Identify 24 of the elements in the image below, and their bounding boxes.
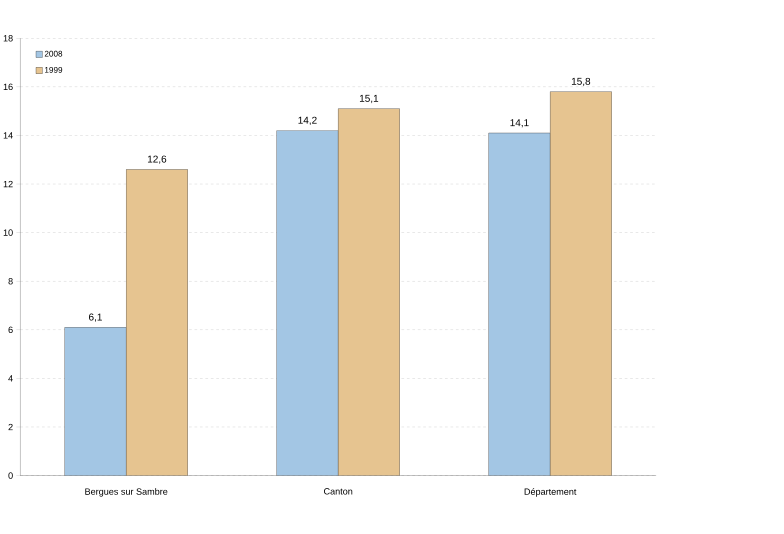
legend-label: 2008 bbox=[44, 50, 62, 57]
data-label: 14,1 bbox=[510, 119, 529, 128]
data-label: 14,2 bbox=[298, 116, 317, 125]
y-tick-label: 8 bbox=[8, 278, 13, 284]
y-tick-label: 10 bbox=[4, 229, 13, 236]
data-label: 12,6 bbox=[148, 156, 166, 164]
bar bbox=[64, 327, 126, 476]
y-tick-label: 16 bbox=[4, 84, 13, 90]
y-tick-label: 18 bbox=[4, 35, 13, 42]
data-label: 15,1 bbox=[360, 94, 378, 104]
y-tick-label: 2 bbox=[8, 424, 13, 430]
bar bbox=[276, 130, 338, 476]
data-label: 15,8 bbox=[572, 78, 590, 86]
x-tick-label: Canton bbox=[324, 488, 352, 495]
y-tick-label: 0 bbox=[8, 472, 13, 479]
x-tick-label: Bergues sur Sambre bbox=[85, 488, 168, 497]
y-tick-label: 4 bbox=[8, 375, 13, 382]
data-label: 6,1 bbox=[89, 314, 102, 322]
y-tick-label: 12 bbox=[4, 180, 13, 188]
x-tick-label: Département bbox=[524, 488, 576, 497]
legend-label: 1999 bbox=[45, 67, 62, 73]
y-tick-label: 6 bbox=[8, 326, 13, 334]
y-tick-label: 14 bbox=[4, 132, 13, 139]
bar bbox=[488, 132, 550, 476]
